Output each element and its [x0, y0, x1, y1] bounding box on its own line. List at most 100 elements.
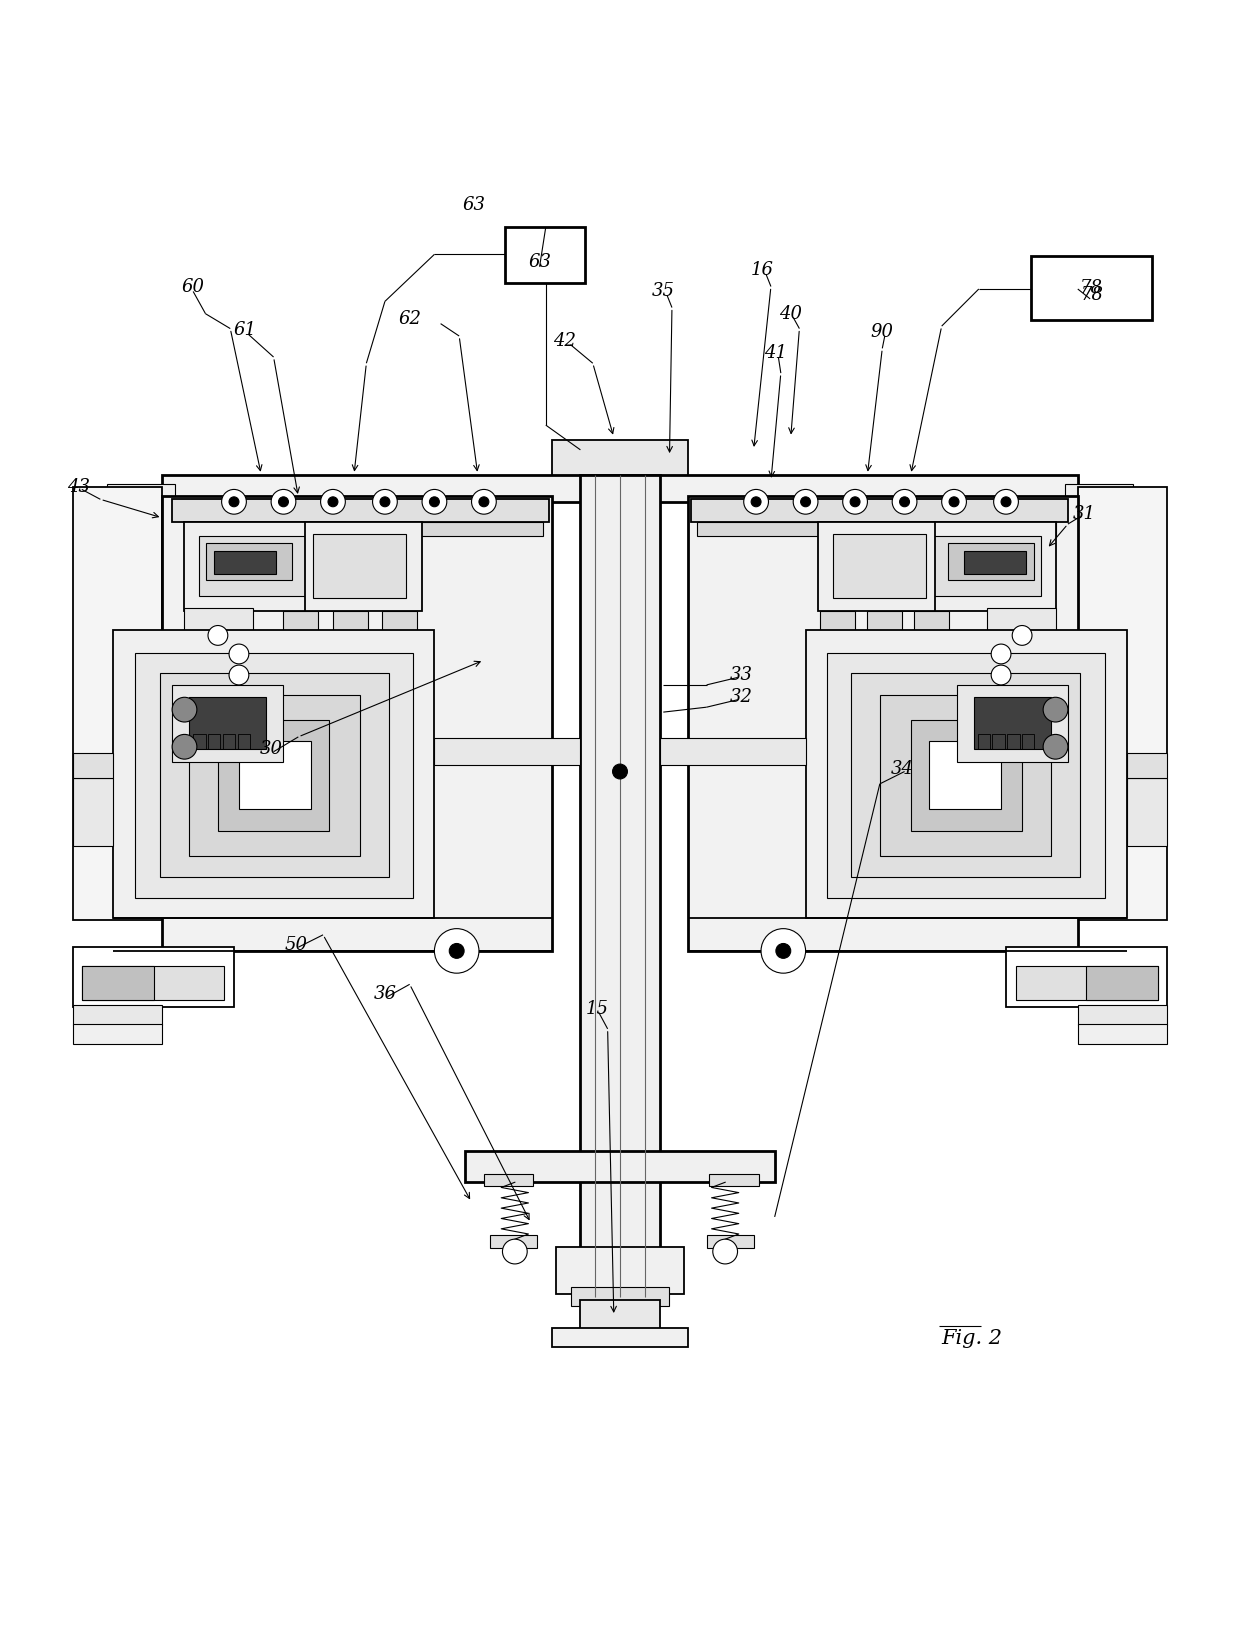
Text: 78: 78	[1080, 279, 1102, 297]
Bar	[162, 475, 1078, 502]
Bar	[1078, 488, 1167, 920]
Bar	[916, 537, 1040, 596]
Bar	[484, 1174, 533, 1186]
Bar	[709, 1174, 759, 1186]
Text: 43: 43	[67, 478, 89, 496]
Circle shape	[751, 498, 761, 507]
Bar	[239, 741, 311, 808]
Text: 63: 63	[463, 195, 486, 213]
Circle shape	[479, 498, 489, 507]
Bar	[160, 673, 388, 877]
Text: 78: 78	[1081, 286, 1104, 304]
Circle shape	[222, 489, 247, 514]
Bar	[852, 673, 1080, 877]
Bar	[107, 484, 175, 498]
Bar	[1078, 1005, 1167, 1025]
Text: 61: 61	[233, 320, 257, 338]
Bar	[697, 522, 1055, 537]
Circle shape	[991, 665, 1011, 685]
Text: 40: 40	[779, 305, 802, 323]
Circle shape	[449, 944, 464, 959]
Circle shape	[613, 764, 627, 778]
Bar	[305, 522, 422, 611]
Circle shape	[172, 698, 197, 722]
Bar	[172, 499, 549, 522]
Bar	[382, 649, 417, 675]
Bar	[556, 1246, 684, 1294]
Bar	[73, 488, 162, 920]
Bar	[1127, 778, 1167, 846]
Bar	[880, 695, 1050, 855]
Bar	[73, 947, 234, 1007]
Bar	[172, 685, 284, 762]
Bar	[947, 542, 1034, 580]
Bar	[914, 611, 949, 637]
Circle shape	[851, 498, 861, 507]
Circle shape	[801, 498, 811, 507]
Circle shape	[208, 626, 228, 645]
Circle shape	[229, 498, 239, 507]
Bar	[688, 496, 1078, 951]
Text: 35: 35	[652, 282, 675, 300]
Circle shape	[279, 498, 289, 507]
Bar	[992, 734, 1004, 749]
Bar	[821, 649, 856, 675]
Circle shape	[329, 498, 339, 507]
Bar	[818, 522, 935, 611]
Text: 32: 32	[730, 688, 753, 706]
Circle shape	[172, 734, 197, 759]
Bar	[660, 739, 806, 765]
Bar	[895, 522, 1055, 611]
Bar	[973, 698, 1050, 749]
Bar	[206, 542, 293, 580]
Text: 41: 41	[764, 345, 787, 363]
Circle shape	[1043, 734, 1068, 759]
Text: 34: 34	[890, 760, 914, 778]
Text: 31: 31	[1073, 506, 1095, 524]
Bar	[914, 649, 949, 675]
Bar	[570, 1287, 670, 1305]
Bar	[1007, 734, 1019, 749]
Bar	[987, 608, 1055, 649]
Text: 16: 16	[750, 261, 774, 279]
Bar	[1022, 734, 1034, 749]
Bar	[580, 1300, 660, 1330]
Bar	[707, 1235, 754, 1248]
Bar	[490, 1235, 537, 1248]
Bar	[238, 734, 250, 749]
Circle shape	[422, 489, 446, 514]
Bar	[963, 552, 1025, 573]
Bar	[691, 499, 1068, 522]
Circle shape	[949, 498, 959, 507]
Circle shape	[794, 489, 818, 514]
Bar	[580, 475, 660, 1297]
Circle shape	[899, 498, 909, 507]
Circle shape	[744, 489, 769, 514]
Circle shape	[434, 929, 479, 974]
Circle shape	[1043, 698, 1068, 722]
Text: 33: 33	[730, 667, 753, 685]
Bar	[977, 734, 990, 749]
Bar	[1030, 256, 1152, 320]
Text: 15: 15	[587, 1000, 609, 1018]
Circle shape	[471, 489, 496, 514]
Bar	[382, 611, 417, 637]
Bar	[82, 965, 154, 1000]
Circle shape	[843, 489, 868, 514]
Bar	[215, 552, 277, 573]
Bar	[1086, 965, 1158, 1000]
Bar	[806, 631, 1127, 918]
Bar	[185, 645, 253, 683]
Bar	[73, 1005, 162, 1025]
Circle shape	[372, 489, 397, 514]
Circle shape	[991, 644, 1011, 663]
Bar	[956, 685, 1068, 762]
Circle shape	[379, 498, 389, 507]
Text: 36: 36	[373, 985, 397, 1003]
Text: 30: 30	[259, 741, 283, 759]
Circle shape	[776, 944, 791, 959]
Text: 62: 62	[398, 310, 422, 328]
Text: 90: 90	[870, 323, 894, 342]
Bar	[552, 1328, 688, 1346]
Text: 63: 63	[528, 253, 551, 271]
